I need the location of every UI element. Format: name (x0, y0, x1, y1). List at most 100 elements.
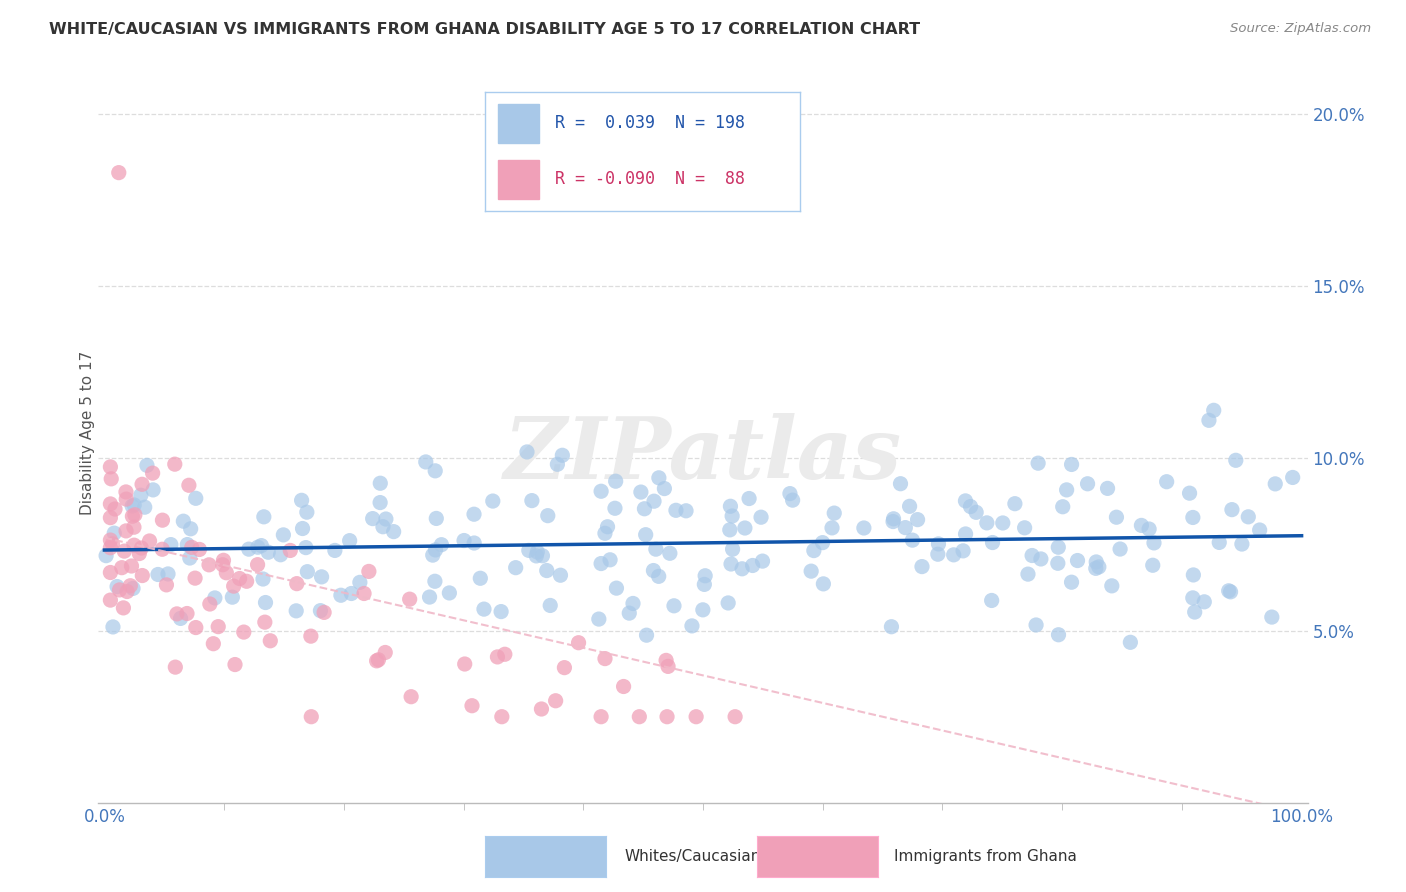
Point (1047, 540, 1070, 554)
Point (1084, 561, 1107, 575)
Point (212, 553, 235, 567)
Point (215, 566, 238, 580)
Point (430, 538, 453, 552)
Point (425, 543, 447, 558)
Point (295, 541, 318, 555)
Point (415, 455, 437, 469)
Point (150, 542, 173, 557)
Point (100, 459, 122, 474)
Point (120, 579, 142, 593)
Point (633, 501, 655, 516)
Point (720, 557, 742, 571)
Point (731, 562, 754, 576)
Point (439, 586, 461, 600)
Point (991, 516, 1014, 530)
Point (100, 510, 122, 524)
Point (959, 500, 981, 514)
Point (367, 653, 389, 667)
Point (643, 494, 665, 508)
Point (273, 528, 295, 542)
Point (257, 545, 280, 559)
Point (1230, 537, 1253, 551)
Point (121, 509, 143, 524)
Point (981, 535, 1004, 549)
Point (470, 571, 492, 585)
Point (591, 557, 613, 571)
Point (1208, 535, 1230, 549)
Point (374, 645, 396, 659)
Point (1052, 500, 1074, 514)
Point (741, 558, 763, 573)
Point (1029, 552, 1052, 566)
Point (721, 508, 744, 523)
Point (419, 590, 441, 604)
Point (800, 564, 823, 578)
Point (152, 513, 174, 527)
Point (323, 543, 346, 558)
Point (782, 493, 804, 508)
Point (1220, 502, 1243, 516)
Point (366, 654, 388, 668)
Point (122, 582, 145, 596)
Point (172, 514, 194, 528)
Point (176, 537, 198, 551)
Point (537, 508, 560, 523)
Point (299, 629, 322, 643)
Point (180, 522, 202, 536)
Point (176, 607, 198, 621)
Point (115, 524, 138, 538)
Y-axis label: Disability Age 5 to 17: Disability Age 5 to 17 (80, 351, 94, 515)
Point (353, 586, 375, 600)
Point (278, 543, 301, 558)
Point (235, 574, 257, 589)
Point (681, 619, 703, 633)
Point (314, 606, 336, 620)
Point (252, 572, 274, 586)
Point (179, 551, 201, 566)
Point (122, 538, 145, 552)
Point (221, 590, 243, 604)
Point (115, 485, 138, 500)
Point (131, 568, 153, 582)
Point (720, 500, 742, 514)
Point (184, 571, 207, 585)
Point (894, 520, 917, 534)
Point (368, 495, 391, 509)
Point (482, 494, 505, 508)
Point (166, 607, 188, 621)
Point (662, 599, 685, 613)
Point (605, 581, 627, 595)
Point (1046, 556, 1069, 570)
Point (311, 570, 333, 584)
Point (254, 595, 277, 609)
Point (232, 625, 254, 640)
Point (105, 580, 128, 594)
Point (163, 457, 186, 471)
Point (965, 505, 987, 519)
Point (134, 500, 156, 515)
Point (309, 604, 332, 618)
Point (593, 526, 616, 541)
Point (1077, 476, 1099, 491)
Point (1198, 413, 1220, 427)
Point (643, 564, 665, 578)
Point (536, 564, 558, 578)
Point (544, 694, 567, 708)
Point (108, 582, 131, 597)
Point (112, 600, 135, 615)
Point (131, 477, 153, 491)
Point (253, 615, 276, 629)
Point (184, 621, 207, 635)
Text: Whites/Caucasians: Whites/Caucasians (624, 848, 769, 863)
Point (491, 709, 513, 723)
Point (250, 539, 273, 553)
Point (907, 513, 929, 527)
Point (131, 541, 153, 555)
Point (567, 636, 589, 650)
Point (647, 569, 669, 583)
Point (588, 612, 610, 626)
Point (889, 476, 911, 491)
Point (852, 521, 875, 535)
Point (520, 493, 543, 508)
Point (724, 709, 747, 723)
